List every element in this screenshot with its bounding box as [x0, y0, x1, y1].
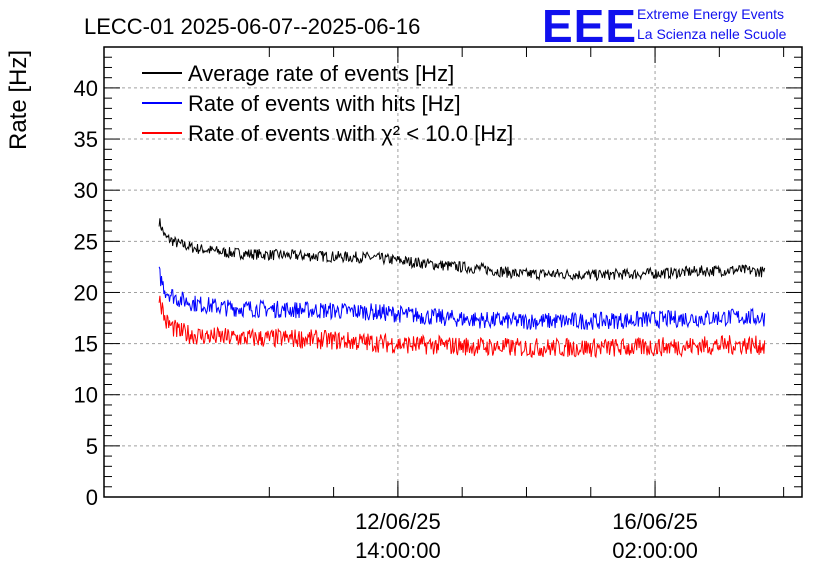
- logo-line-2: La Scienza nelle Scuole: [637, 26, 787, 42]
- eee-logo: EEE: [542, 0, 637, 52]
- legend: Average rate of events [Hz] Rate of event…: [142, 61, 513, 146]
- y-tick-label: 5: [86, 434, 98, 459]
- series-line-1: [158, 218, 766, 282]
- x-tick-date-label: 12/06/25: [355, 509, 441, 534]
- x-tick-time-label: 02:00:00: [612, 538, 698, 563]
- logo-line-1: Extreme Energy Events: [637, 6, 784, 22]
- y-tick-label: 10: [74, 383, 98, 408]
- x-tick-date-label: 16/06/25: [612, 509, 698, 534]
- x-tick-time-label: 14:00:00: [355, 538, 441, 563]
- grid-lines: [104, 47, 802, 497]
- legend-label-1: Average rate of events [Hz]: [188, 61, 454, 86]
- legend-label-2: Rate of events with hits [Hz]: [188, 91, 461, 116]
- y-axis-label: Rate [Hz]: [5, 50, 32, 150]
- y-tick-label: 30: [74, 178, 98, 203]
- y-tick-label: 20: [74, 280, 98, 305]
- series-line-2: [158, 266, 766, 330]
- plot-frame: [103, 46, 803, 498]
- y-tick-label: 15: [74, 332, 98, 357]
- chart-title: LECC-01 2025-06-07--2025-06-16: [84, 14, 420, 39]
- series-line-3: [158, 295, 766, 359]
- y-tick-label: 35: [74, 127, 98, 152]
- y-tick-label: 40: [74, 76, 98, 101]
- y-tick-label: 25: [74, 229, 98, 254]
- y-tick-label: 0: [86, 485, 98, 510]
- axes: 0 5 10 15 20 25 30 35 40 12/06/25 14:00:00 16/06/25…: [74, 46, 803, 563]
- legend-label-3: Rate of events with χ² < 10.0 [Hz]: [188, 121, 513, 146]
- series-group: [158, 218, 766, 359]
